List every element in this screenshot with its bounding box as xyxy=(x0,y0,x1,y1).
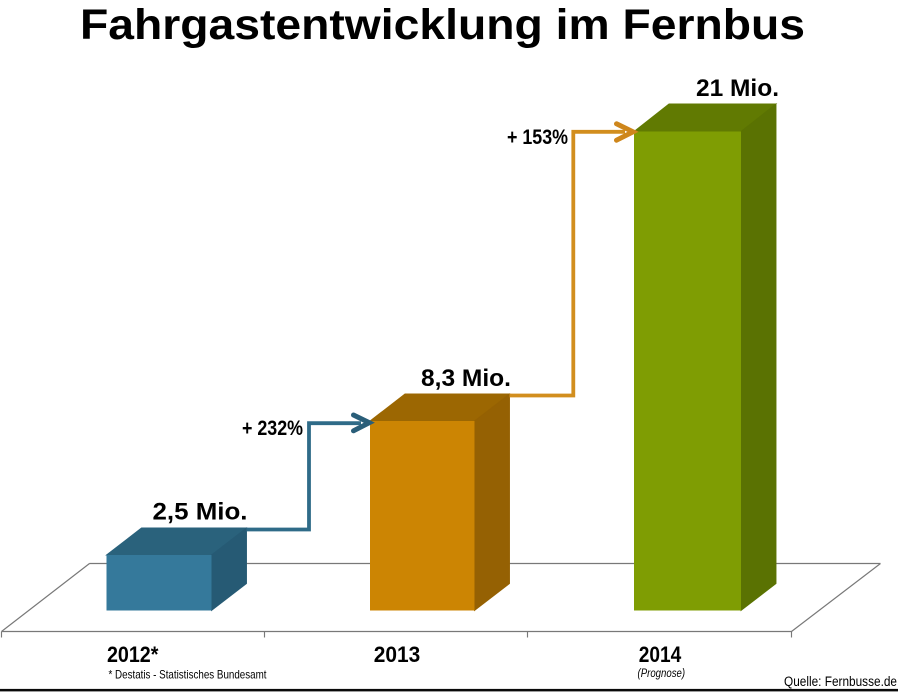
svg-text:+ 232%: + 232% xyxy=(242,417,303,440)
svg-text:2013: 2013 xyxy=(374,642,421,667)
svg-text:+ 153%: + 153% xyxy=(507,126,568,149)
svg-text:(Prognose): (Prognose) xyxy=(638,666,686,680)
svg-text:8,3 Mio.: 8,3 Mio. xyxy=(421,365,511,392)
svg-text:* Destatis - Statistisches Bun: * Destatis - Statistisches Bundesamt xyxy=(109,668,268,682)
svg-text:Quelle: Fernbusse.de: Quelle: Fernbusse.de xyxy=(784,674,897,689)
svg-text:2012*: 2012* xyxy=(107,642,159,667)
svg-text:2014: 2014 xyxy=(639,642,682,667)
svg-text:Fahrgastentwicklung im Fernbus: Fahrgastentwicklung im Fernbus xyxy=(80,1,805,49)
svg-text:21 Mio.: 21 Mio. xyxy=(696,75,779,102)
svg-text:2,5 Mio.: 2,5 Mio. xyxy=(153,499,248,526)
